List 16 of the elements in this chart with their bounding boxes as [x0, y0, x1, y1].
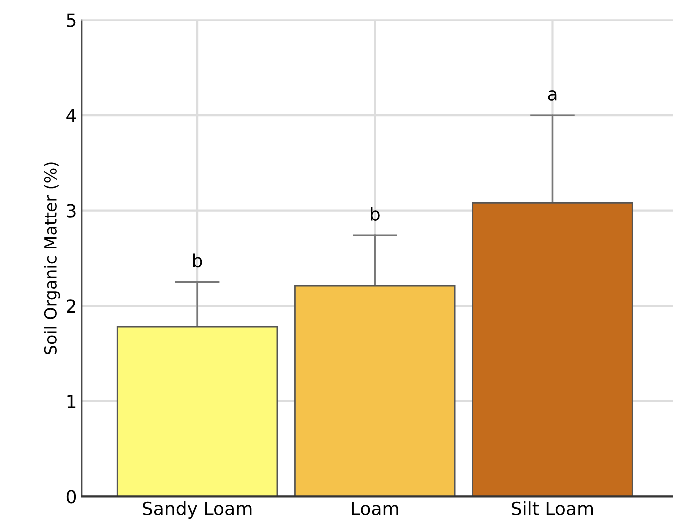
annotation: a [548, 90, 557, 101]
annotation: b [193, 254, 202, 268]
y-tick-label: 3 [67, 204, 76, 218]
bar [116, 326, 278, 497]
y-tick-label: 1 [68, 395, 76, 408]
y-tick-label: 0 [66, 490, 76, 504]
y-tick-label: 2 [67, 300, 76, 313]
y-tick-label: 5 [67, 14, 76, 28]
y-axis-title: Soil Organic Matter (%) [44, 162, 60, 355]
annotation: b [371, 207, 380, 221]
bar [294, 285, 456, 497]
x-tick-label: Loam [352, 502, 398, 516]
x-tick-label: Sandy Loam [143, 502, 252, 519]
x-tick-label: Silt Loam [512, 502, 594, 516]
bar [472, 202, 634, 497]
y-tick-label: 4 [66, 109, 76, 122]
